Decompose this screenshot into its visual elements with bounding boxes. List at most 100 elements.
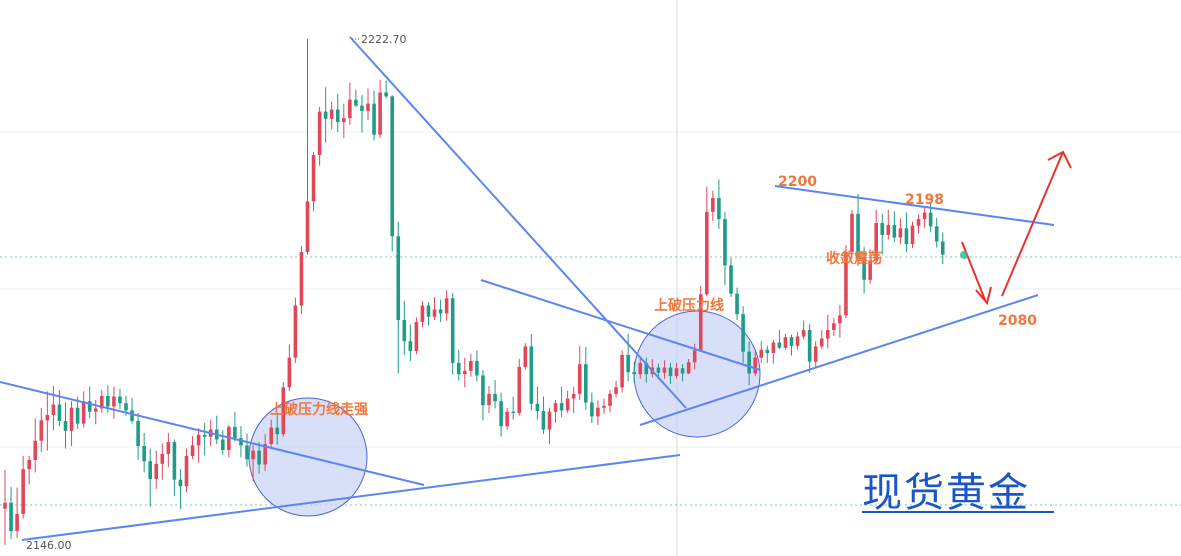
candle-39 [239, 426, 243, 458]
candle-body [366, 103, 370, 111]
up-arrow [1001, 151, 1064, 297]
candle-12 [75, 396, 80, 429]
candle-94 [571, 386, 576, 414]
candle-11 [69, 401, 74, 447]
candle-81 [493, 380, 497, 409]
candle-body [444, 298, 449, 314]
candle-95 [577, 345, 582, 400]
candle-body [729, 265, 733, 294]
candle-body [142, 446, 146, 462]
candle-body [118, 396, 122, 404]
candle-body [420, 305, 425, 323]
candle-131 [795, 331, 800, 350]
candle-body [221, 439, 225, 451]
candle-body [172, 442, 177, 480]
candle-103 [626, 333, 630, 382]
candle-134 [813, 341, 818, 367]
candle-body [178, 479, 183, 487]
candle-body [190, 445, 195, 456]
candle-body [838, 315, 842, 324]
candle-41 [251, 445, 255, 482]
annotation-2080: 2080 [998, 313, 1037, 329]
candle-body [317, 111, 322, 156]
candle-71 [432, 296, 437, 321]
candle-3 [21, 455, 25, 519]
candle-body [106, 395, 110, 407]
candle-125 [759, 341, 764, 363]
candle-123 [747, 341, 751, 386]
candle-body [529, 346, 534, 404]
candle-136 [826, 314, 830, 349]
candle-27 [166, 432, 171, 468]
candle-body [396, 236, 401, 321]
candle-66 [402, 300, 407, 356]
candle-body [632, 372, 636, 375]
candle-110 [668, 362, 673, 385]
support-line-long [21, 454, 681, 541]
annotation-2200: 2200 [778, 174, 817, 190]
candle-28 [172, 439, 177, 497]
candle-144 [874, 209, 878, 265]
candle-73 [444, 290, 449, 321]
candle-body [112, 396, 116, 407]
candle-body [680, 368, 685, 374]
candle-body [130, 410, 134, 421]
annotation-mid-circle: 上破压力线 [654, 297, 724, 314]
candle-80 [487, 386, 491, 414]
candle-body [15, 513, 19, 532]
candle-37 [227, 424, 231, 458]
candle-body [75, 407, 80, 424]
candle-13 [81, 391, 86, 428]
candle-body [832, 323, 836, 330]
candle-body [57, 404, 62, 421]
candle-43 [263, 434, 267, 472]
candle-2 [15, 487, 19, 538]
candle-154 [934, 217, 939, 248]
candle-23 [142, 432, 146, 473]
candle-151 [916, 214, 921, 234]
candle-76 [463, 357, 467, 388]
candle-138 [838, 304, 842, 338]
candle-7 [45, 391, 50, 451]
candle-42 [257, 442, 261, 474]
candle-142 [862, 246, 866, 294]
candle-body [813, 346, 818, 362]
down-arrow-head [975, 286, 992, 306]
candle-119 [723, 211, 727, 286]
candle-body [378, 92, 382, 135]
candle-body [384, 92, 388, 97]
descending-resistance-line [349, 36, 687, 409]
candle-15 [93, 399, 98, 425]
candle-body [801, 329, 806, 337]
candle-body [662, 367, 667, 373]
candle-body [257, 450, 261, 465]
candle-84 [511, 396, 515, 420]
candle-body [789, 337, 794, 346]
candle-32 [196, 428, 201, 463]
candle-78 [475, 350, 479, 382]
candle-body [9, 502, 13, 532]
candle-36 [221, 430, 225, 455]
candle-44 [269, 419, 273, 449]
candle-96 [584, 347, 588, 410]
candle-69 [420, 300, 425, 328]
low-price-label: 2146.00 [26, 539, 72, 552]
candle-body [408, 341, 413, 352]
candle-body [807, 329, 812, 362]
candle-body [571, 393, 576, 399]
candle-body [747, 351, 751, 374]
candle-63 [384, 80, 388, 99]
candle-body [402, 320, 407, 342]
candle-body [45, 415, 50, 421]
candle-16 [100, 389, 104, 414]
candle-75 [456, 349, 461, 381]
candle-57 [348, 82, 352, 125]
candle-97 [590, 392, 594, 423]
candle-body [469, 360, 473, 371]
candle-62 [378, 79, 382, 138]
candle-56 [342, 103, 346, 138]
candle-body [481, 375, 485, 406]
candle-65 [396, 221, 401, 374]
candle-body [432, 309, 437, 317]
candle-body [590, 402, 594, 417]
